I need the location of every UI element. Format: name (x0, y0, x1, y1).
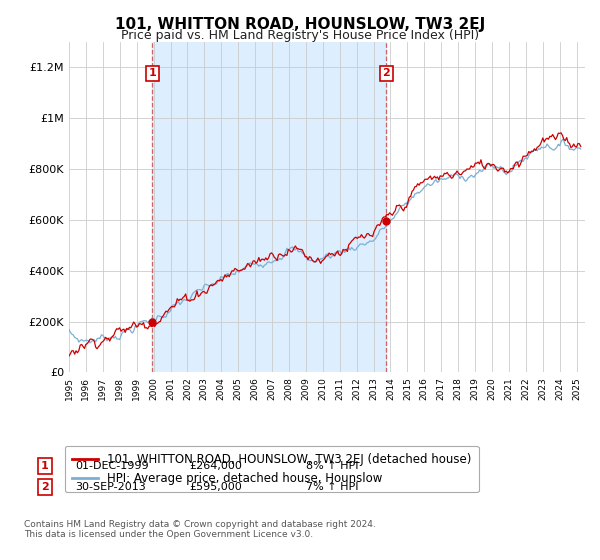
Text: 01-DEC-1999: 01-DEC-1999 (75, 461, 149, 471)
Text: £595,000: £595,000 (189, 482, 242, 492)
Legend: 101, WHITTON ROAD, HOUNSLOW, TW3 2EJ (detached house), HPI: Average price, detac: 101, WHITTON ROAD, HOUNSLOW, TW3 2EJ (de… (65, 446, 479, 492)
Text: 2: 2 (41, 482, 49, 492)
Text: 1: 1 (41, 461, 49, 471)
Text: Contains HM Land Registry data © Crown copyright and database right 2024.
This d: Contains HM Land Registry data © Crown c… (24, 520, 376, 539)
Text: £264,000: £264,000 (189, 461, 242, 471)
Text: 7% ↑ HPI: 7% ↑ HPI (306, 482, 359, 492)
Bar (152, 42, 386, 372)
Text: 101, WHITTON ROAD, HOUNSLOW, TW3 2EJ: 101, WHITTON ROAD, HOUNSLOW, TW3 2EJ (115, 17, 485, 32)
Text: Price paid vs. HM Land Registry's House Price Index (HPI): Price paid vs. HM Land Registry's House … (121, 29, 479, 42)
Text: 30-SEP-2013: 30-SEP-2013 (75, 482, 146, 492)
Text: 2: 2 (382, 68, 390, 78)
Text: 1: 1 (148, 68, 156, 78)
Text: 8% ↑ HPI: 8% ↑ HPI (306, 461, 359, 471)
